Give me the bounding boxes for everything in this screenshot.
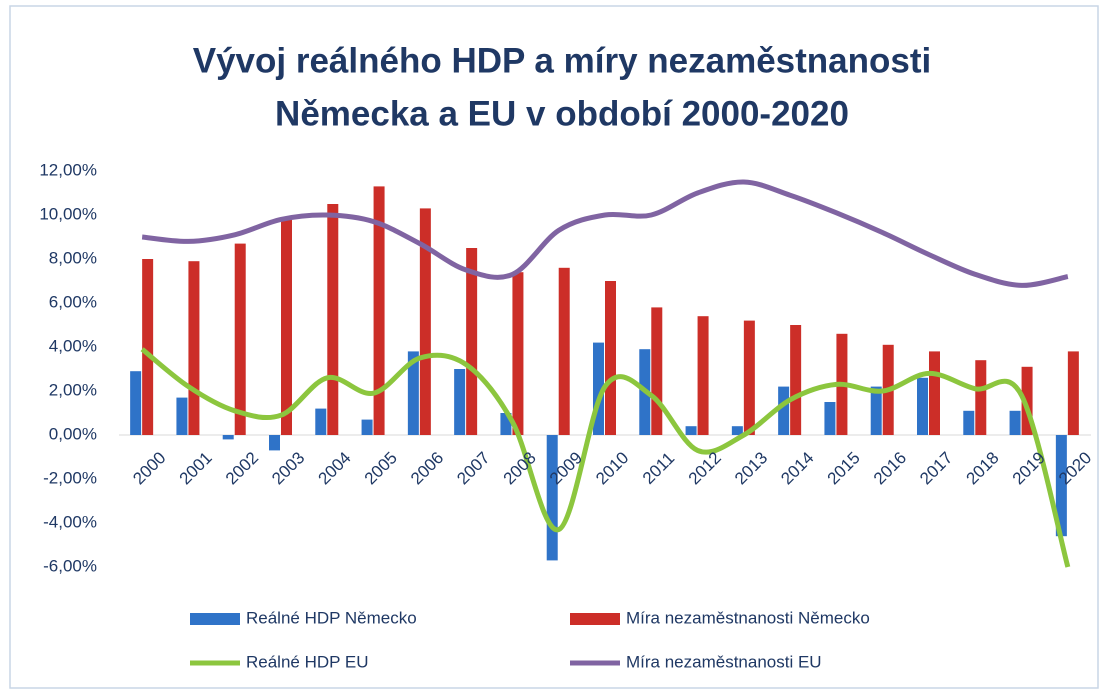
bar <box>1067 351 1079 435</box>
bar <box>790 325 802 435</box>
bar <box>743 320 755 435</box>
bar <box>281 219 292 435</box>
legend-label: Reálné HDP EU <box>246 652 369 671</box>
legend-label: Míra nezaměstnanosti Německo <box>626 608 870 627</box>
bar <box>929 351 940 435</box>
line <box>141 179 1069 288</box>
bar <box>1009 410 1021 435</box>
bar <box>605 281 616 435</box>
bar <box>234 243 246 435</box>
bar <box>546 435 558 561</box>
bar <box>824 402 836 435</box>
bar <box>176 397 188 435</box>
bar <box>407 351 419 435</box>
legend-label: Míra nezaměstnanosti EU <box>626 652 822 671</box>
bar <box>1021 366 1033 435</box>
y-tick-label: -2,00% <box>43 468 97 487</box>
bar <box>454 369 466 435</box>
bar <box>975 360 987 435</box>
bar <box>269 435 280 451</box>
bar <box>188 261 200 435</box>
bar <box>558 267 570 435</box>
bar <box>870 386 882 435</box>
chart-title: Vývoj reálného HDP a míry nezaměstnanost… <box>193 41 932 80</box>
bar <box>466 248 478 435</box>
bar <box>327 204 339 435</box>
y-tick-label: 2,00% <box>49 380 97 399</box>
legend-swatch <box>190 613 240 625</box>
bar <box>419 208 431 435</box>
y-tick-label: -4,00% <box>43 512 97 531</box>
bar <box>130 371 142 435</box>
bar <box>512 272 524 435</box>
bar <box>222 435 234 440</box>
y-tick-label: 12,00% <box>39 160 97 179</box>
bar <box>917 377 928 435</box>
bar <box>651 307 663 435</box>
bar <box>1055 435 1067 537</box>
y-tick-label: 0,00% <box>49 424 97 443</box>
bar <box>142 259 154 435</box>
bar <box>500 413 512 435</box>
y-tick-label: 10,00% <box>39 204 97 223</box>
bar <box>315 408 327 435</box>
y-tick-label: 6,00% <box>49 292 97 311</box>
y-tick-label: -6,00% <box>43 556 97 575</box>
bar <box>731 426 743 435</box>
y-tick-label: 4,00% <box>49 336 97 355</box>
bar <box>685 426 697 435</box>
bar <box>361 419 373 435</box>
chart-title: Německa a EU v období 2000-2020 <box>275 94 849 133</box>
bar <box>778 386 790 435</box>
bar <box>963 410 975 435</box>
y-tick-label: 8,00% <box>49 248 97 267</box>
bar <box>697 316 709 435</box>
bar <box>593 342 604 435</box>
legend-label: Reálné HDP Německo <box>246 608 417 627</box>
line <box>140 347 1071 568</box>
bar <box>373 186 385 435</box>
legend-swatch <box>570 613 620 625</box>
